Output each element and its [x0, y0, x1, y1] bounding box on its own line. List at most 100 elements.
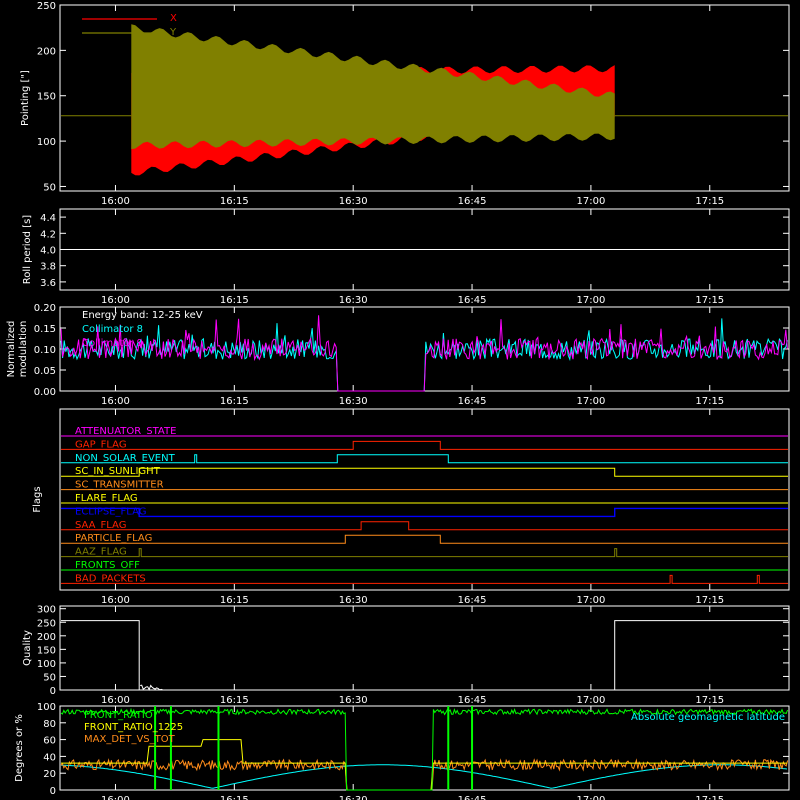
x-tick-label: 16:15 — [220, 196, 249, 207]
legend-label-y: Y — [169, 27, 177, 38]
y-axis-label: Pointing ["] — [20, 70, 31, 126]
panel-frame — [59, 408, 790, 591]
panel-frame — [59, 605, 790, 691]
legend-geomagnetic-latitude: Absolute geomagnetic latitude — [631, 712, 785, 723]
front-ratio-line — [60, 707, 789, 791]
y-tick-label: 0.20 — [34, 303, 56, 314]
legend-max-det-vs-tot: MAX_DET_VS_TOT — [84, 734, 176, 745]
y-tick-label: 0.10 — [34, 345, 56, 356]
x-tick-label: 16:30 — [339, 396, 368, 407]
x-tick-label: 16:30 — [339, 295, 368, 306]
flag-line-eclipse — [61, 507, 788, 518]
flag-label: PARTICLE_FLAG — [75, 533, 152, 544]
y-axis-label: Roll period [s] — [22, 215, 33, 284]
flag-label: SAA_FLAG — [75, 520, 126, 531]
y-tick-label: 100 — [37, 702, 56, 713]
x-tick-label: 17:15 — [695, 595, 724, 606]
x-tick-label: 16:00 — [101, 295, 130, 306]
y-tick-label: 200 — [37, 632, 56, 643]
panel-frame — [59, 4, 790, 192]
y-tick-label: 3.8 — [40, 262, 56, 273]
y-tick-label: 40 — [43, 752, 56, 763]
x-tick-label: 16:00 — [101, 795, 130, 800]
flag-label: GAP_FLAG — [75, 439, 127, 450]
x-tick-label: 16:45 — [458, 396, 487, 407]
x-tick-label: 16:30 — [339, 595, 368, 606]
pointing-y-envelope — [131, 24, 615, 150]
x-tick-label: 17:00 — [576, 295, 605, 306]
legend-front-ratio: FRONT_RATIO — [84, 710, 153, 721]
flag-label: ATTENUATOR_STATE — [75, 426, 176, 437]
x-tick-label: 17:00 — [576, 795, 605, 800]
y-tick-label: 150 — [37, 92, 56, 103]
flag-line-aaz-flag — [61, 548, 788, 558]
y-tick-label: 0.00 — [34, 387, 56, 398]
x-tick-label: 16:15 — [220, 295, 249, 306]
flag-line-gap-flag — [61, 440, 788, 450]
flag-line-non-solar-event — [61, 454, 788, 464]
y-tick-label: 4.4 — [40, 213, 56, 224]
x-tick-label: 17:15 — [695, 695, 724, 706]
y-tick-label: 60 — [43, 736, 56, 747]
y-tick-label: 50 — [43, 672, 56, 683]
y-tick-label: 4.2 — [40, 229, 56, 240]
legend-label-x: X — [170, 13, 177, 24]
y-tick-label: 50 — [43, 182, 56, 193]
x-tick-label: 16:00 — [101, 396, 130, 407]
x-tick-label: 16:45 — [458, 196, 487, 207]
flag-label: AAZ_FLAG — [75, 547, 127, 558]
y-tick-label: 0.15 — [34, 324, 56, 335]
y-tick-label: 250 — [37, 618, 56, 629]
y-tick-label: 250 — [37, 1, 56, 12]
y-axis-label: Normalized — [6, 321, 17, 378]
y-tick-label: 80 — [43, 719, 56, 730]
legend-front-ratio-1225: FRONT_RATIO_1225 — [84, 722, 183, 733]
legend-collimator-9: Collimator 9 — [82, 338, 143, 349]
y-tick-label: 4.0 — [40, 246, 56, 257]
x-tick-label: 16:45 — [458, 795, 487, 800]
y-tick-label: 100 — [37, 137, 56, 148]
x-tick-label: 17:00 — [576, 396, 605, 407]
front-ratio-1225-line — [61, 739, 787, 791]
x-tick-label: 16:45 — [458, 595, 487, 606]
y-tick-label: 0 — [50, 686, 56, 697]
flag-line-bad-packets — [61, 574, 788, 584]
x-tick-label: 16:30 — [339, 196, 368, 207]
y-tick-label: 300 — [37, 605, 56, 616]
y-tick-label: 0.05 — [34, 366, 56, 377]
x-tick-label: 16:45 — [458, 695, 487, 706]
x-tick-label: 16:15 — [220, 396, 249, 407]
x-tick-label: 17:00 — [576, 695, 605, 706]
flag-label: ECLIPSE_FLAG — [75, 506, 146, 517]
flag-label: NON_SOLAR_EVENT — [75, 453, 176, 464]
y-axis-label: Flags — [32, 486, 43, 512]
x-tick-label: 17:15 — [695, 196, 724, 207]
flag-label: FRONTS_OFF — [75, 560, 140, 571]
x-tick-label: 16:45 — [458, 295, 487, 306]
x-tick-label: 16:30 — [339, 795, 368, 800]
x-tick-label: 16:15 — [220, 695, 249, 706]
y-tick-label: 150 — [37, 645, 56, 656]
y-axis-label: Degrees or % — [14, 714, 25, 782]
y-tick-label: 20 — [43, 769, 56, 780]
x-tick-label: 17:00 — [576, 196, 605, 207]
flag-line-saa-flag — [61, 521, 788, 531]
x-tick-label: 17:15 — [695, 795, 724, 800]
flag-label: BAD_PACKETS — [75, 573, 146, 584]
x-tick-label: 16:15 — [220, 795, 249, 800]
y-tick-label: 100 — [37, 659, 56, 670]
flag-label: FLARE_FLAG — [75, 493, 138, 504]
x-tick-label: 17:00 — [576, 595, 605, 606]
y-tick-label: 3.6 — [40, 278, 56, 289]
y-tick-label: 200 — [37, 46, 56, 57]
x-tick-label: 16:15 — [220, 595, 249, 606]
legend-energy-band: Energy band: 12-25 keV — [82, 310, 203, 321]
x-tick-label: 16:00 — [101, 196, 130, 207]
y-axis-label: modulation — [18, 321, 29, 378]
flag-line-particle-flag — [61, 534, 788, 544]
flag-label: SC_TRANSMITTER — [75, 480, 164, 491]
x-tick-label: 16:00 — [101, 695, 130, 706]
x-tick-label: 16:30 — [339, 695, 368, 706]
quality-line — [61, 620, 788, 691]
